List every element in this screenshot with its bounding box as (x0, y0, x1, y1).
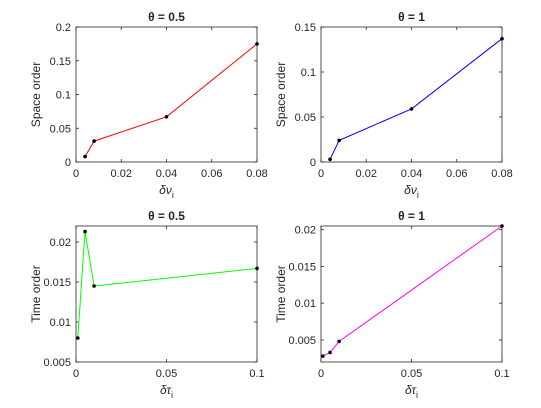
series-line (77, 231, 258, 339)
axes-box (75, 26, 258, 163)
data-point (328, 350, 332, 355)
x-axis-label-subscript: i (172, 190, 174, 200)
x-tick-label: 0 (73, 368, 79, 380)
data-point (500, 224, 504, 228)
data-point (500, 36, 504, 41)
x-tick-label: 0.04 (156, 168, 177, 180)
y-tick-label: 0.15 (50, 56, 71, 68)
x-axis-label-main: δτ (405, 383, 417, 397)
subplot-time-order-theta-0.5: 0 0.05 0.1 0.005 0.01 0.015 0.02 θ = 0.5 δτi Time… (29, 209, 265, 400)
x-tick-label: 0.08 (246, 168, 267, 180)
series-line (322, 225, 503, 357)
data-point (92, 139, 96, 143)
series-line (329, 38, 503, 160)
y-axis-label: Space order (29, 62, 43, 127)
y-tick-label: 0.015 (288, 261, 316, 273)
x-tick-label: 0.1 (494, 368, 509, 380)
x-tick-label: 0.08 (491, 168, 512, 180)
x-tick-label: 0 (73, 168, 79, 180)
x-axis-label: δτi (405, 383, 418, 400)
x-tick-label: 0.1 (249, 368, 264, 380)
data-point (92, 284, 96, 288)
data-point (164, 114, 169, 119)
x-tick-label: 0.06 (446, 168, 467, 180)
y-tick-label: 0.2 (56, 22, 71, 34)
x-axis-label-subscript: i (416, 390, 418, 400)
y-tick-label: 0.15 (295, 22, 316, 34)
subplot-space-order-theta-0.5: 0 0.02 0.04 0.06 0.08 0 0.05 0.1 0.15 0.2 θ = 0.5 δ… (29, 10, 268, 200)
x-axis-label: δνi (159, 183, 174, 200)
chart-title: θ = 1 (398, 209, 425, 223)
series-line (84, 43, 258, 157)
y-axis-label: Time order (274, 265, 288, 323)
data-point (409, 107, 414, 111)
y-tick-label: 0.01 (295, 298, 316, 310)
y-tick-label: 0.02 (295, 225, 316, 237)
data-point (83, 154, 87, 159)
y-tick-label: 0.05 (295, 112, 316, 124)
x-tick-label: 0 (318, 368, 324, 380)
x-tick-label: 0.05 (401, 368, 422, 380)
y-tick-label: 0.005 (43, 357, 71, 369)
y-axis-label: Space order (274, 62, 288, 127)
y-tick-label: 0.005 (288, 335, 316, 347)
data-point (321, 354, 325, 358)
y-tick-label: 0.05 (50, 123, 71, 135)
axes-box (320, 225, 503, 363)
x-tick-label: 0.06 (201, 168, 222, 180)
x-axis-label-subscript: i (171, 390, 173, 400)
subplot-time-order-theta-1: 0 0.05 0.1 0.005 0.01 0.015 0.02 θ = 1 δτi Time o… (274, 209, 510, 400)
chart-title: θ = 0.5 (148, 209, 185, 223)
x-axis-label-main: δτ (160, 383, 172, 397)
x-tick-label: 0.04 (401, 168, 422, 180)
axes-box (75, 225, 258, 363)
x-tick-label: 0.02 (356, 168, 377, 180)
x-tick-label: 0.02 (111, 168, 132, 180)
y-tick-label: 0.015 (43, 277, 71, 289)
x-axis-label-main: δν (159, 183, 172, 197)
data-point (255, 266, 259, 271)
x-axis-label: δτi (160, 383, 173, 400)
x-axis-label-main: δν (404, 183, 417, 197)
subplot-space-order-theta-1: 0 0.02 0.04 0.06 0.08 0 0.05 0.1 0.15 θ = 1 δνi Spa… (274, 10, 513, 200)
data-point (83, 229, 87, 234)
x-tick-label: 0 (318, 168, 324, 180)
y-axis-label: Time order (29, 265, 43, 323)
y-tick-label: 0 (310, 157, 316, 169)
x-axis-label-subscript: i (417, 190, 419, 200)
data-point (255, 42, 259, 46)
data-point (337, 339, 341, 344)
chart-title: θ = 0.5 (148, 10, 185, 24)
y-tick-label: 0.01 (50, 317, 71, 329)
y-tick-label: 0.02 (50, 237, 71, 249)
y-tick-label: 0.1 (56, 90, 71, 102)
y-tick-label: 0.1 (301, 67, 316, 79)
axes-box (320, 26, 503, 163)
chart-title: θ = 1 (398, 10, 425, 24)
x-tick-label: 0.05 (156, 368, 177, 380)
data-point (76, 336, 80, 340)
data-point (328, 157, 332, 162)
data-point (337, 138, 341, 143)
y-tick-label: 0 (65, 157, 71, 169)
x-axis-label: δνi (404, 183, 419, 200)
